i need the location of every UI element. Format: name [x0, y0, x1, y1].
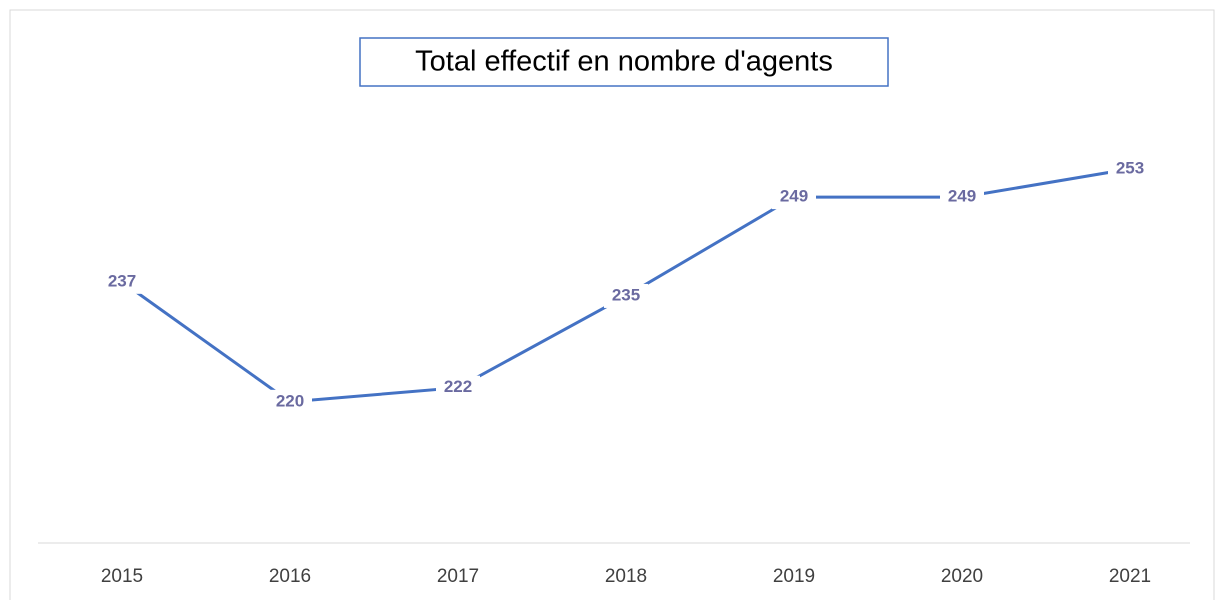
data-label-bg [1108, 156, 1152, 181]
x-tick-label: 2021 [1109, 566, 1151, 587]
data-label-bg [604, 283, 648, 308]
data-label-bg [772, 185, 816, 210]
data-label: 249 [780, 187, 808, 206]
x-tick-label: 2016 [269, 566, 311, 587]
data-label: 237 [108, 271, 136, 290]
data-label: 249 [948, 187, 976, 206]
data-label: 222 [444, 377, 472, 396]
x-tick-label: 2019 [773, 566, 815, 587]
x-tick-label: 2020 [941, 566, 983, 587]
data-label-bg [100, 269, 144, 294]
x-tick-label: 2017 [437, 566, 479, 587]
title-box [359, 37, 889, 87]
data-label-bg [436, 375, 480, 400]
data-label: 253 [1116, 158, 1144, 177]
data-label-bg [268, 389, 312, 414]
data-label: 220 [276, 391, 304, 410]
data-label: 235 [612, 285, 640, 304]
x-tick-label: 2015 [101, 566, 143, 587]
data-label-bg [940, 185, 984, 210]
x-tick-label: 2018 [605, 566, 647, 587]
chart-title: Total effectif en nombre d'agents [415, 46, 833, 78]
